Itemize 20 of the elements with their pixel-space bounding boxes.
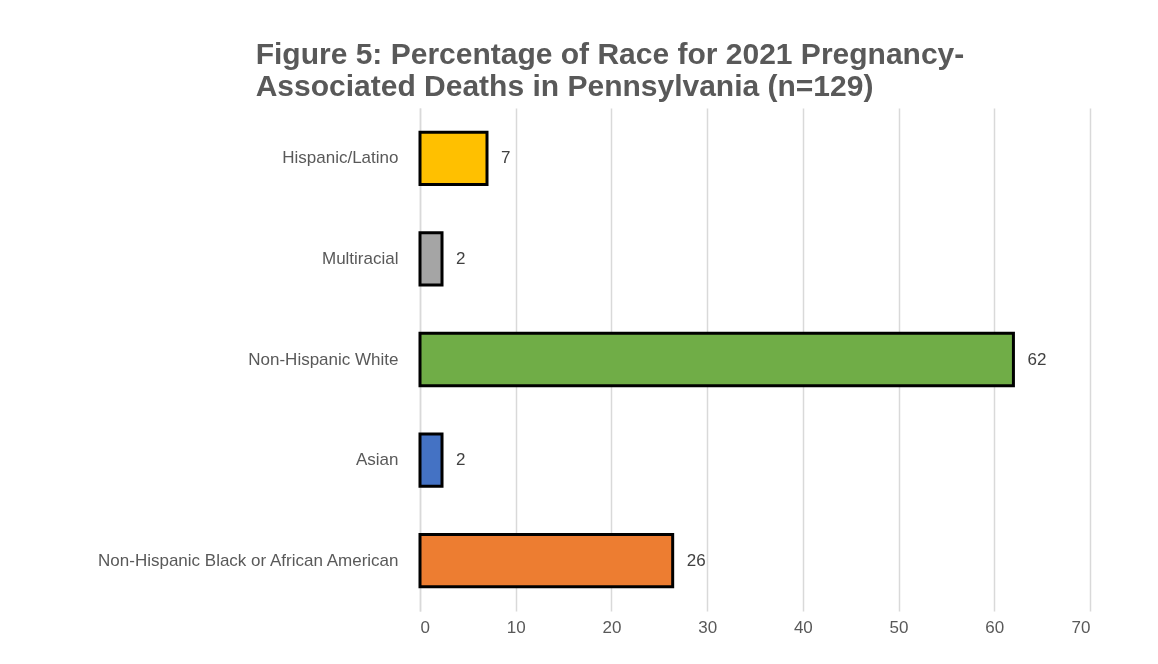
x-tick-label: 30 bbox=[698, 617, 718, 637]
text: Figure 5: Percentage of Race for 2021 Pregnancy- bbox=[255, 37, 965, 70]
data-label: 7 bbox=[501, 148, 511, 168]
y-tick-label: Non-Hispanic Black or African American bbox=[98, 550, 399, 570]
data-label: 26 bbox=[686, 550, 706, 570]
data-label: 2 bbox=[456, 450, 466, 470]
y-tick-label: Asian bbox=[355, 450, 399, 470]
text: Associated Deaths in Pennsylvania (n=129) bbox=[255, 69, 874, 102]
x-tick-label: 20 bbox=[602, 617, 622, 637]
x-tick-label: 10 bbox=[506, 617, 526, 637]
x-tick-label: 40 bbox=[793, 617, 813, 637]
y-tick-label: Non-Hispanic White bbox=[248, 349, 399, 369]
x-tick-label: 0 bbox=[420, 617, 430, 637]
x-tick-label: 70 bbox=[1071, 617, 1091, 637]
y-tick-label: Hispanic/Latino bbox=[282, 148, 399, 168]
y-tick-label: Multiracial bbox=[321, 248, 399, 268]
data-label: 2 bbox=[456, 248, 466, 268]
x-tick-label: 50 bbox=[889, 617, 909, 637]
data-label: 62 bbox=[1027, 349, 1047, 369]
x-tick-label: 60 bbox=[985, 617, 1005, 637]
